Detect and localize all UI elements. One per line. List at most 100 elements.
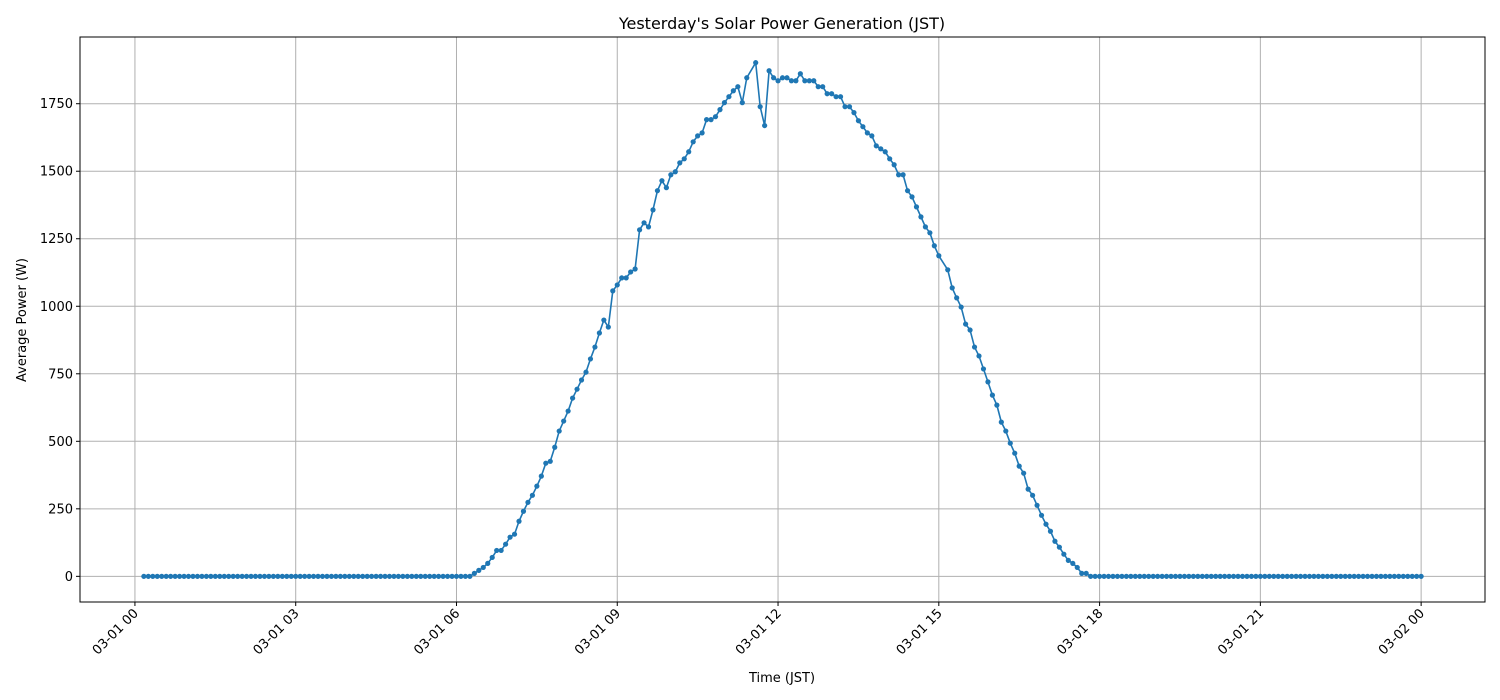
data-point bbox=[1204, 573, 1210, 579]
data-point bbox=[896, 172, 902, 178]
data-point bbox=[498, 547, 504, 554]
data-point bbox=[547, 458, 553, 464]
data-point bbox=[1378, 573, 1384, 579]
data-point bbox=[1168, 573, 1174, 579]
data-point bbox=[976, 353, 982, 359]
data-point bbox=[418, 573, 424, 579]
data-point bbox=[1150, 573, 1156, 579]
data-point bbox=[797, 71, 803, 77]
data-point bbox=[150, 573, 156, 579]
data-point bbox=[668, 172, 674, 178]
data-point bbox=[1114, 573, 1121, 579]
data-point bbox=[1364, 573, 1371, 579]
data-point bbox=[190, 573, 196, 579]
data-point bbox=[449, 573, 455, 579]
data-point bbox=[159, 573, 165, 579]
data-point bbox=[458, 573, 464, 579]
data-point bbox=[1257, 573, 1263, 579]
data-point bbox=[1141, 573, 1147, 579]
data-point bbox=[998, 419, 1004, 425]
data-point bbox=[1119, 573, 1125, 579]
data-point bbox=[1190, 573, 1196, 579]
data-point bbox=[315, 573, 321, 579]
y-tick-label: 250 bbox=[48, 502, 73, 517]
data-point bbox=[922, 224, 929, 230]
data-point bbox=[154, 573, 160, 579]
data-point bbox=[878, 146, 884, 152]
data-point bbox=[360, 573, 366, 579]
data-point bbox=[261, 573, 268, 579]
data-point bbox=[1235, 573, 1241, 579]
data-point bbox=[610, 288, 616, 294]
data-point bbox=[735, 84, 741, 90]
data-point bbox=[887, 156, 893, 162]
data-point bbox=[1373, 573, 1380, 579]
data-point bbox=[570, 395, 576, 401]
data-point bbox=[328, 573, 335, 579]
data-point bbox=[1382, 573, 1389, 579]
data-point bbox=[404, 573, 410, 579]
data-point bbox=[1105, 573, 1112, 579]
data-point bbox=[632, 266, 638, 272]
data-point bbox=[529, 492, 536, 498]
data-point bbox=[1360, 573, 1366, 579]
data-point bbox=[918, 214, 924, 220]
data-point bbox=[1333, 573, 1339, 579]
data-point bbox=[1284, 573, 1290, 579]
data-point bbox=[1387, 573, 1393, 579]
data-point bbox=[400, 573, 406, 579]
data-point bbox=[753, 60, 759, 66]
data-point bbox=[1199, 573, 1205, 579]
data-point bbox=[351, 573, 357, 579]
data-point bbox=[601, 317, 607, 323]
data-point bbox=[909, 194, 915, 200]
data-point bbox=[1315, 573, 1322, 579]
data-point bbox=[1021, 470, 1027, 476]
data-point bbox=[168, 573, 174, 579]
data-point bbox=[605, 324, 611, 330]
data-point bbox=[645, 224, 652, 230]
data-point bbox=[462, 573, 469, 579]
data-point bbox=[837, 94, 844, 100]
data-point bbox=[900, 172, 906, 178]
data-point bbox=[815, 84, 821, 90]
data-point bbox=[1181, 573, 1188, 579]
data-point bbox=[636, 227, 643, 233]
data-point bbox=[628, 269, 634, 275]
data-point bbox=[695, 133, 701, 139]
data-point bbox=[1083, 570, 1089, 576]
data-point bbox=[1025, 486, 1031, 492]
data-point bbox=[1003, 428, 1009, 434]
data-point bbox=[1271, 573, 1277, 579]
data-point bbox=[958, 304, 964, 310]
data-point bbox=[1101, 573, 1107, 579]
data-point bbox=[467, 573, 473, 579]
data-point bbox=[141, 573, 147, 579]
data-point bbox=[641, 220, 647, 226]
data-point bbox=[793, 78, 799, 84]
y-tick-label: 1500 bbox=[40, 165, 73, 180]
data-point bbox=[587, 356, 594, 362]
data-point bbox=[525, 499, 531, 505]
data-point bbox=[1297, 573, 1304, 579]
data-point bbox=[1163, 573, 1170, 579]
data-point bbox=[284, 573, 290, 579]
data-point bbox=[775, 78, 781, 84]
data-point bbox=[596, 330, 602, 336]
data-point bbox=[1253, 573, 1259, 579]
data-point bbox=[203, 573, 209, 579]
data-point bbox=[226, 573, 232, 579]
data-point bbox=[310, 573, 317, 579]
data-point bbox=[989, 392, 996, 398]
x-tick-label: 03-01 03 bbox=[251, 606, 303, 658]
data-point bbox=[1338, 573, 1344, 579]
data-point bbox=[1248, 573, 1255, 579]
data-point bbox=[677, 160, 683, 166]
data-point bbox=[779, 75, 786, 81]
data-point bbox=[744, 75, 750, 81]
data-point bbox=[489, 554, 495, 561]
data-point bbox=[1217, 573, 1223, 579]
x-tick-label: 03-01 18 bbox=[1054, 606, 1106, 658]
data-point bbox=[619, 275, 625, 281]
data-point bbox=[1123, 573, 1129, 579]
